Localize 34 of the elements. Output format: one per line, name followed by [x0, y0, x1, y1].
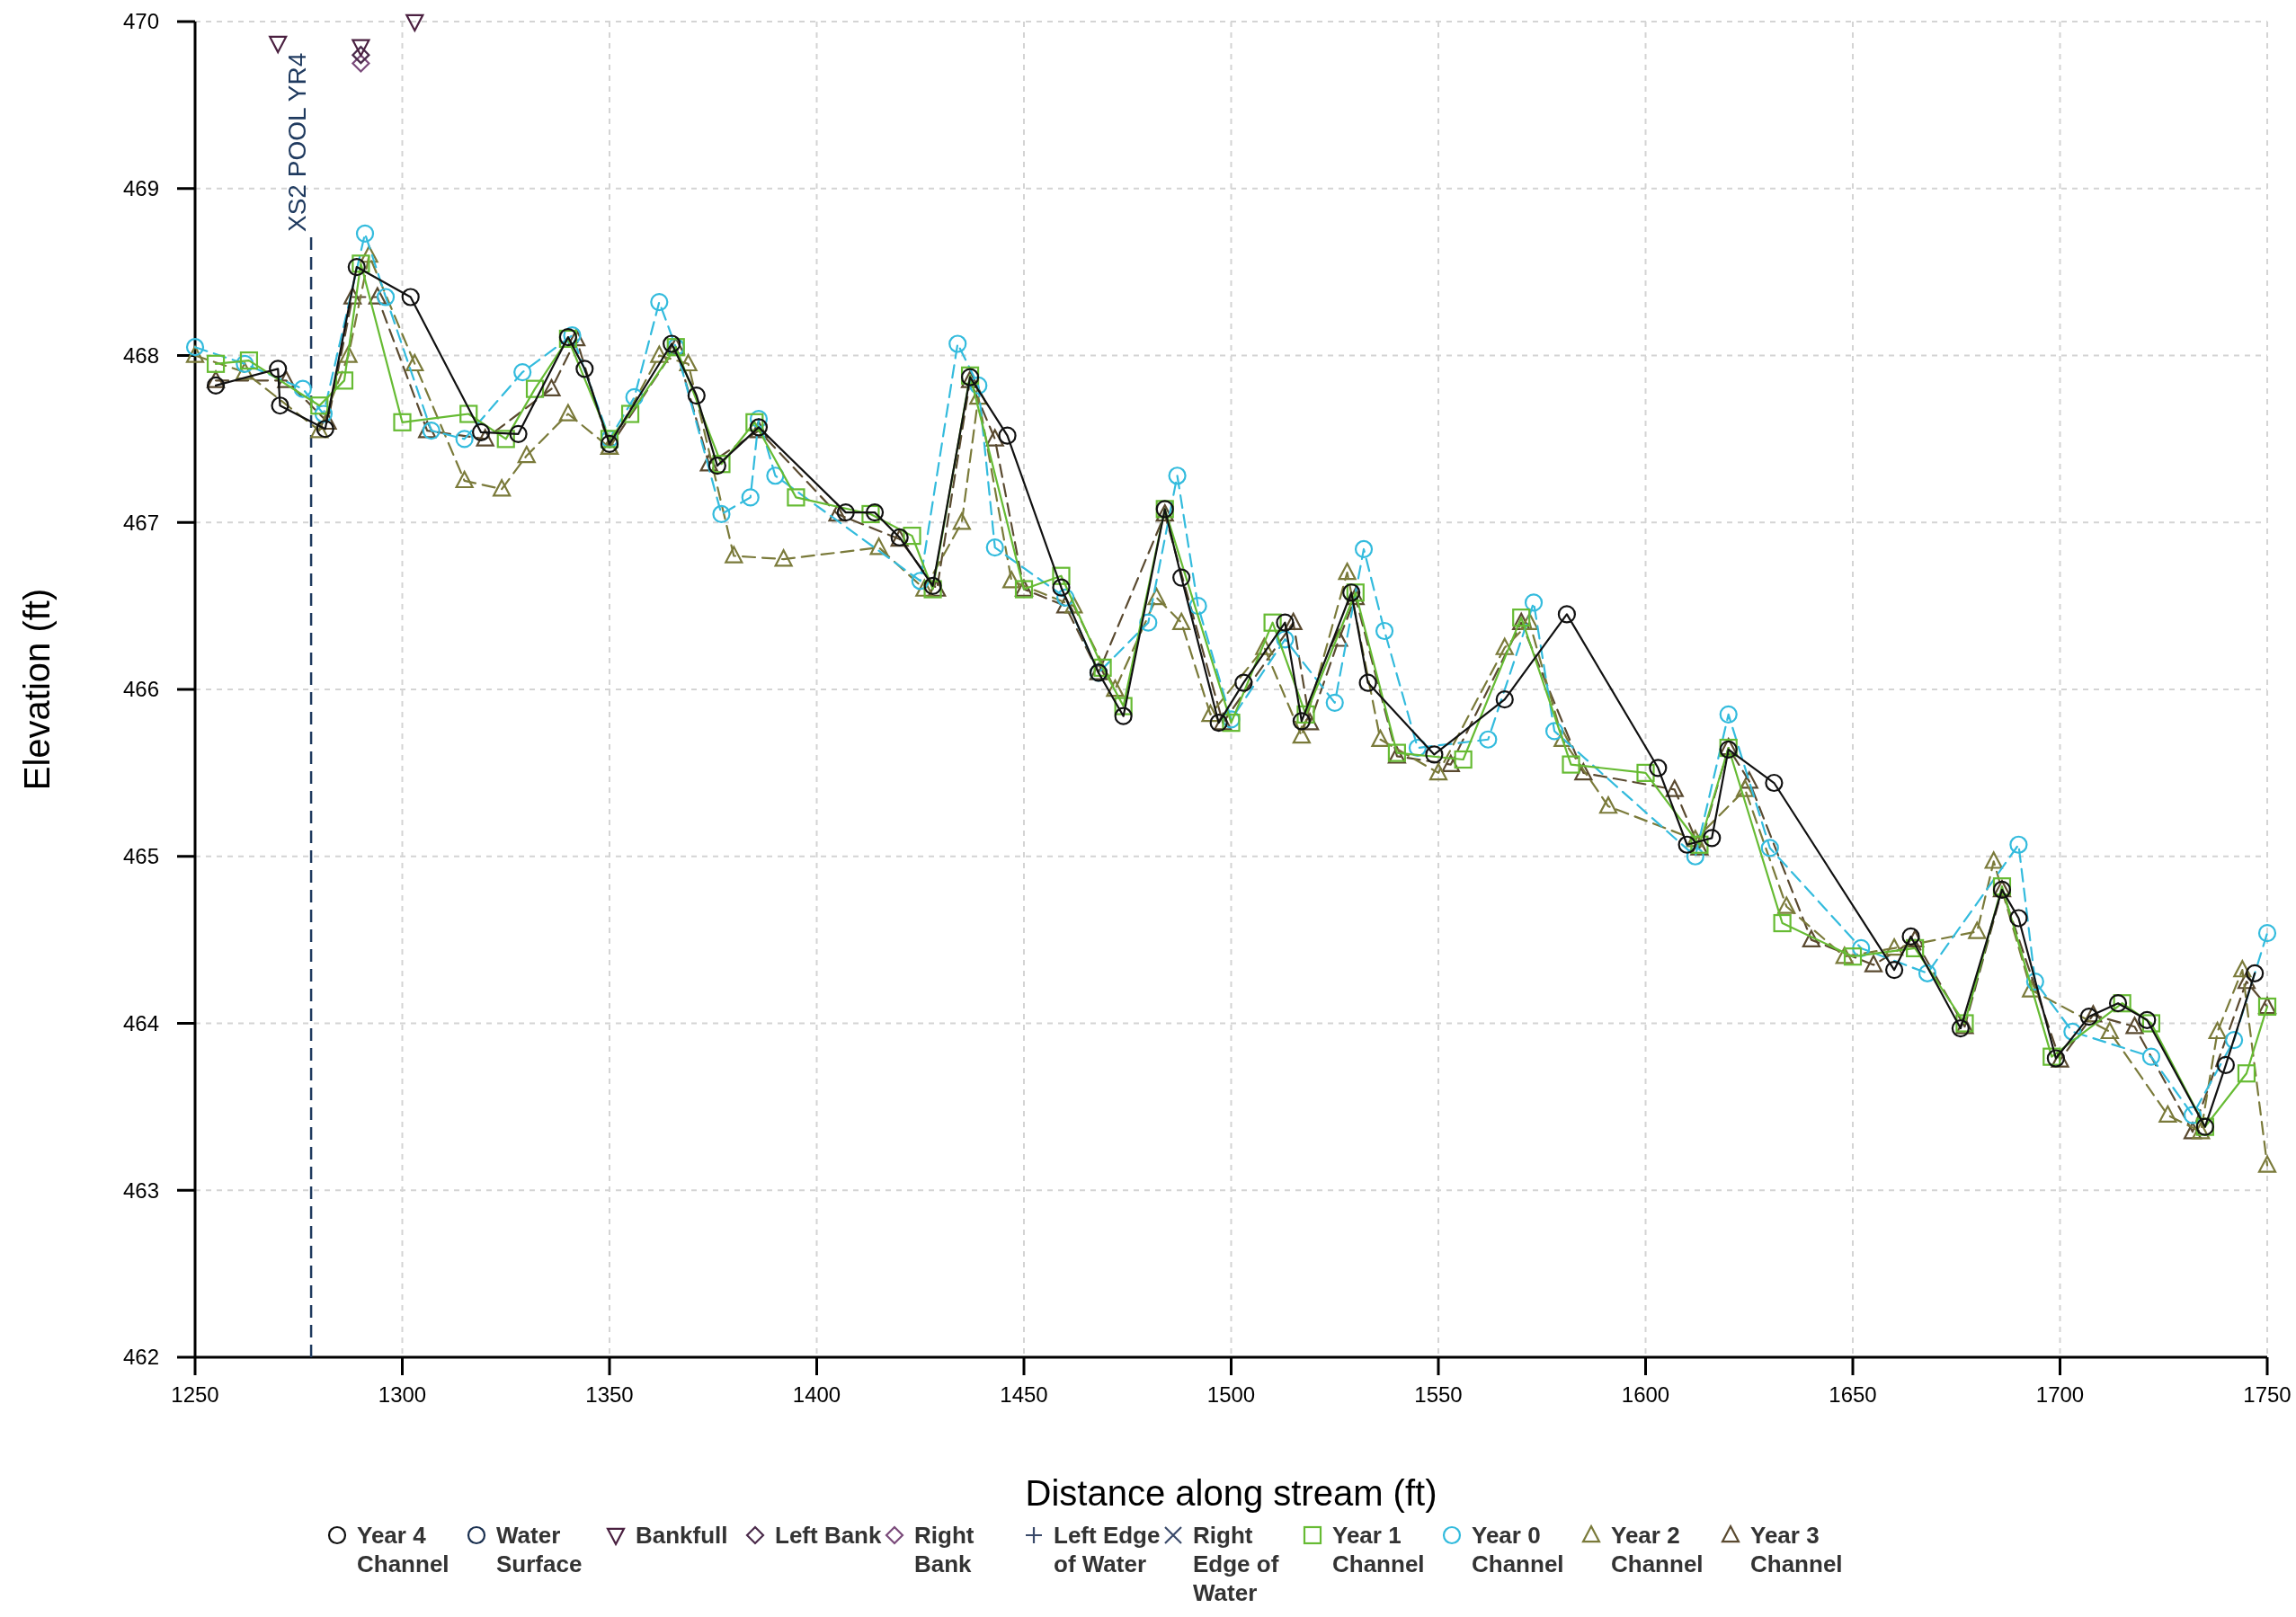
- y-tick-label: 463: [122, 1177, 159, 1203]
- x-tick-label: 1450: [1000, 1382, 1048, 1407]
- y-tick-label: 467: [122, 510, 159, 535]
- legend-label: Left Bank: [775, 1522, 882, 1549]
- x-tick-label: 1550: [1414, 1382, 1463, 1407]
- x-tick-label: 1750: [2243, 1382, 2292, 1407]
- y-tick-label: 462: [122, 1345, 159, 1370]
- y-tick-label: 465: [122, 844, 159, 869]
- x-tick-label: 1250: [171, 1382, 219, 1407]
- x-tick-label: 1650: [1829, 1382, 1877, 1407]
- x-tick-label: 1350: [585, 1382, 634, 1407]
- x-tick-label: 1300: [378, 1382, 427, 1407]
- legend-label: Water Surface: [496, 1522, 583, 1577]
- legend-label: Bankfull: [636, 1522, 728, 1549]
- x-axis-title: Distance along stream (ft): [1025, 1473, 1437, 1513]
- y-tick-label: 469: [122, 176, 159, 201]
- x-tick-label: 1400: [792, 1382, 841, 1407]
- y-axis-title: Elevation (ft): [17, 588, 57, 791]
- legend-label: Year 1 Channel: [1332, 1522, 1425, 1577]
- legend-label: Year 3 Channel: [1750, 1522, 1843, 1577]
- x-tick-label: 1600: [1621, 1382, 1670, 1407]
- x-tick-label: 1700: [2035, 1382, 2085, 1407]
- legend-label: Right Bank: [914, 1522, 974, 1577]
- y-tick-label: 466: [122, 677, 159, 702]
- y-tick-label: 468: [122, 342, 159, 368]
- x-tick-label: 1500: [1206, 1382, 1256, 1407]
- ref-line-label: XS2 POOL YR4: [283, 52, 312, 232]
- legend-label: Right Edge of Water: [1193, 1522, 1279, 1606]
- legend-label: Year 0 Channel: [1472, 1522, 1564, 1577]
- legend-label: Year 2 Channel: [1611, 1522, 1704, 1577]
- legend-label: Year 4 Channel: [357, 1522, 449, 1577]
- y-tick-label: 464: [122, 1010, 159, 1035]
- legend-label: Left Edge of Water: [1054, 1522, 1161, 1577]
- y-tick-label: 470: [122, 9, 159, 34]
